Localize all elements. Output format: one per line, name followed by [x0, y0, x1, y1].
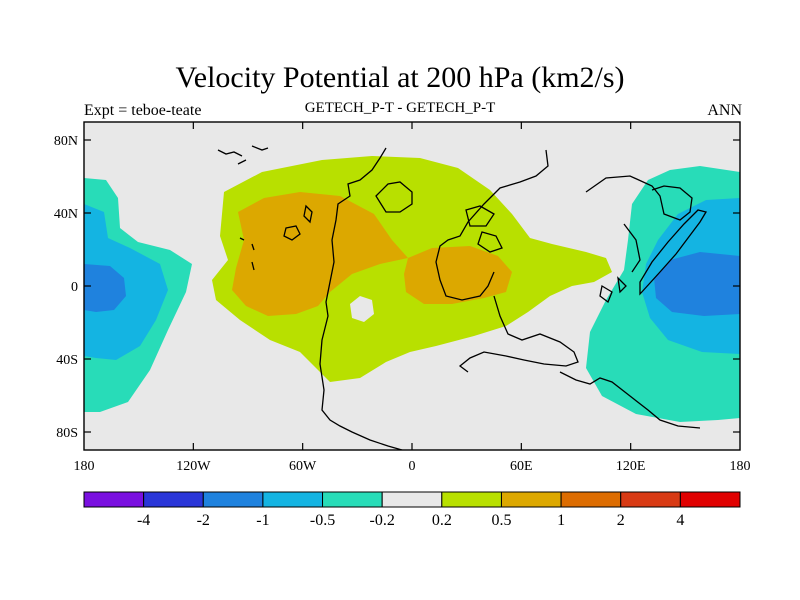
- colorbar-swatch: [500, 491, 562, 508]
- contour-neg-west-core: [84, 264, 126, 312]
- colorbar-label: -0.2: [370, 512, 395, 529]
- coastline-south: [559, 371, 701, 429]
- y-tick-label: 0: [71, 280, 78, 295]
- x-tick-label: 120W: [176, 459, 211, 474]
- colorbar-label: -4: [137, 512, 150, 529]
- x-tick-label: 0: [409, 459, 416, 474]
- colorbar-label: -0.5: [310, 512, 335, 529]
- experiment-label: Expt = teboe-teate: [84, 102, 202, 119]
- season-label: ANN: [707, 102, 742, 119]
- coastline-islands-east: [465, 205, 627, 304]
- colorbar-label: -1: [256, 512, 269, 529]
- colorbar-swatch: [441, 491, 502, 508]
- colorbar: -4 -2 -1 -0.5 -0.2 0.2 0.5 1 2 4: [83, 491, 741, 529]
- contour-hole: [350, 296, 374, 322]
- colorbar-swatch: [202, 491, 264, 508]
- colorbar-label: 0.5: [491, 512, 511, 529]
- contour-fields: [84, 122, 740, 450]
- x-tick-label: 180: [730, 459, 751, 474]
- contour-neg-west-mid: [84, 204, 168, 360]
- subtitle: GETECH_P-T - GETECH_P-T: [304, 100, 496, 116]
- y-tick-label: 40S: [56, 353, 78, 368]
- colorbar-swatch: [679, 491, 741, 508]
- contour-neg-east-core: [654, 252, 740, 316]
- coastline-east-arc: [639, 209, 708, 296]
- colorbar-label: 4: [676, 512, 684, 529]
- colorbar-swatch: [262, 491, 324, 508]
- colorbar-swatch: [83, 491, 145, 508]
- y-axis: 80N 40N 0 40S 80S: [54, 134, 740, 441]
- x-tick-label: 60E: [510, 459, 533, 474]
- coastlines: [217, 145, 708, 450]
- x-tick-label: 120E: [616, 459, 646, 474]
- coastline-africa: [458, 295, 579, 373]
- coastline-north-islands: [217, 145, 269, 165]
- y-tick-label: 80S: [56, 426, 78, 441]
- x-tick-label: 60W: [289, 459, 317, 474]
- colorbar-label: 1: [557, 512, 565, 529]
- coastline-americas-east: [435, 149, 549, 301]
- colorbar-label: -2: [197, 512, 210, 529]
- colorbar-label: 2: [617, 512, 625, 529]
- colorbar-swatch: [560, 491, 622, 508]
- coastline-west-archipelago: [239, 237, 255, 271]
- y-tick-label: 40N: [54, 207, 78, 222]
- x-axis: 180 120W 60W 0 60E 120E 180: [74, 122, 751, 474]
- coastline-americas: [319, 147, 403, 450]
- x-tick-label: 180: [74, 459, 95, 474]
- colorbar-label: 0.2: [432, 512, 452, 529]
- coastline-east-landmass: [585, 175, 693, 273]
- colorbar-swatch: [143, 491, 204, 508]
- colorbar-swatch: [620, 491, 681, 508]
- colorbar-swatch: [322, 491, 383, 508]
- contour-pos-core-west: [232, 192, 408, 316]
- y-tick-label: 80N: [54, 134, 78, 149]
- colorbar-swatch: [381, 491, 443, 508]
- coastline-interior-lakes: [283, 204, 313, 241]
- coastline-inner-sea: [375, 181, 413, 213]
- chart-title: Velocity Potential at 200 hPa (km2/s): [175, 61, 625, 94]
